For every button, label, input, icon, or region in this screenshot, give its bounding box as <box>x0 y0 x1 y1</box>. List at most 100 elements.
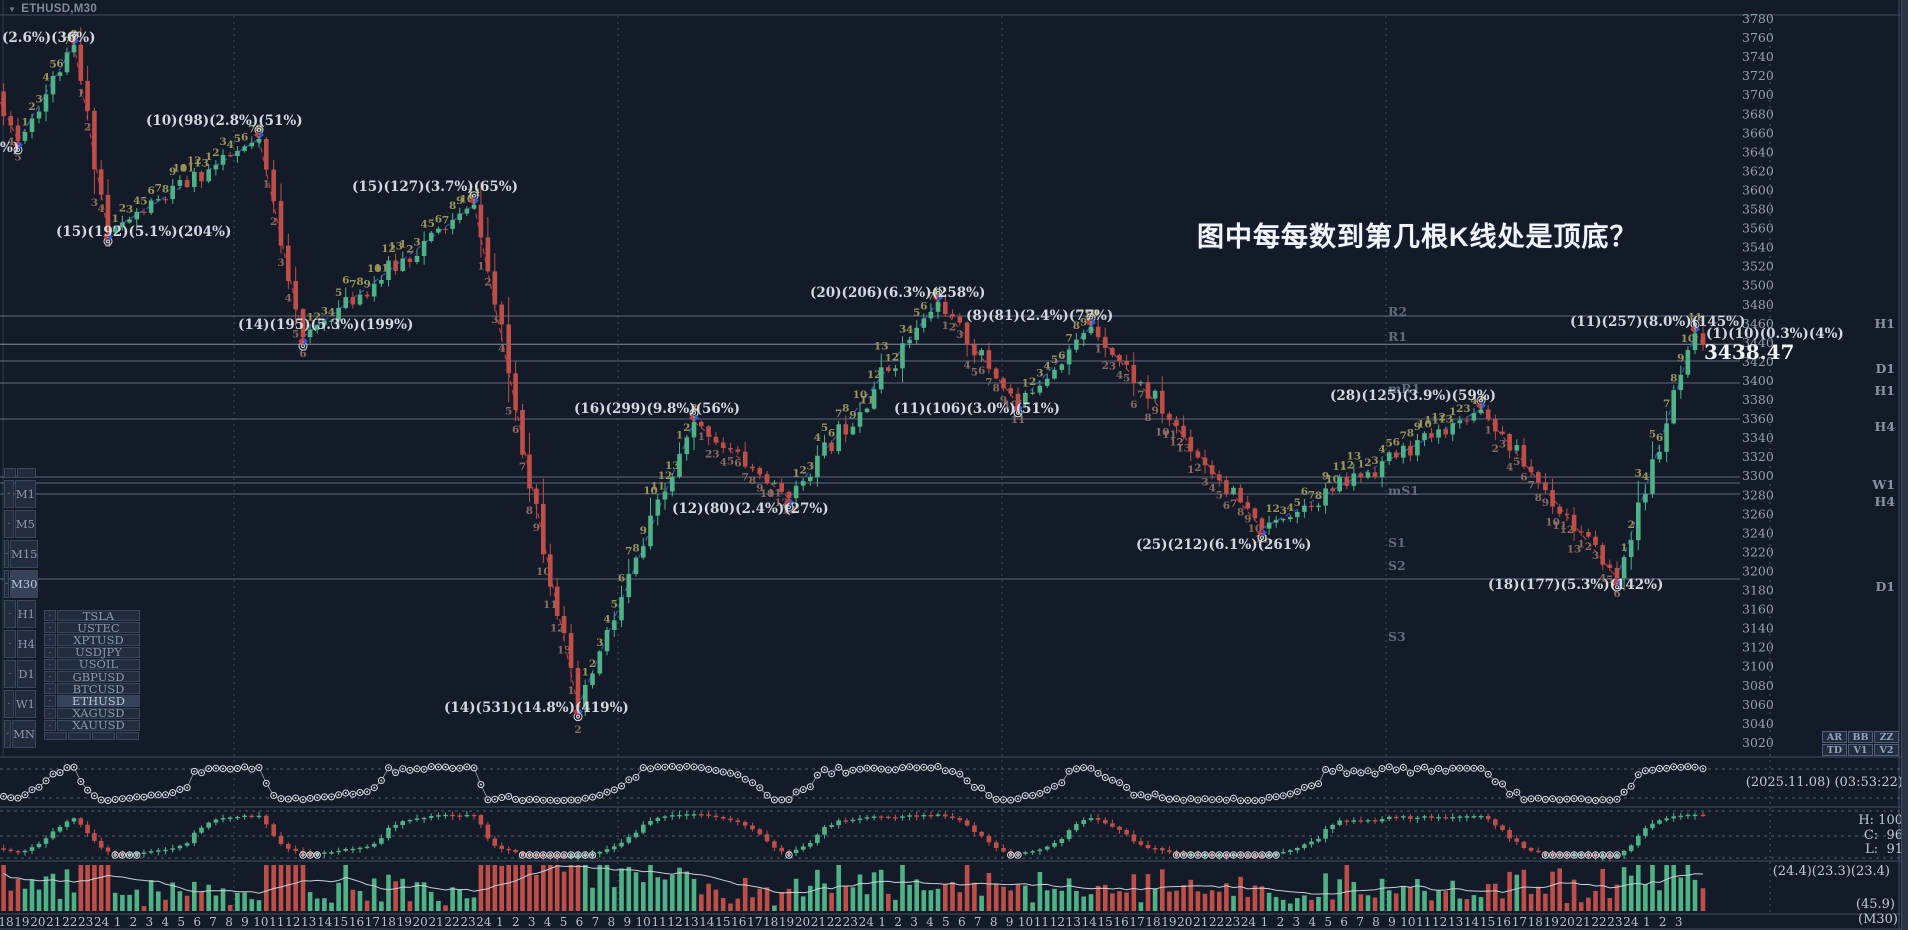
symbol-button-XAUUSD[interactable]: XAUUSD <box>57 718 140 732</box>
oscillator-dot <box>45 779 47 782</box>
symbol-minus-button[interactable]: - <box>44 622 56 634</box>
timeframe-minus-button[interactable]: - <box>4 630 16 658</box>
symbol-minus-button[interactable]: - <box>44 670 56 683</box>
symbol-minus-button[interactable]: - <box>44 610 56 622</box>
oscillator-dot <box>330 795 333 798</box>
overlay-button-AR[interactable]: AR <box>1822 731 1847 743</box>
symbol-button-TSLA[interactable]: TSLA <box>57 609 140 623</box>
timeframe-minus-button[interactable]: - <box>4 690 14 718</box>
symbol-button-XAGUSD[interactable]: XAGUSD <box>57 706 140 720</box>
symbol-footer-cell[interactable] <box>116 731 139 740</box>
candle <box>1464 420 1470 422</box>
candle <box>1685 350 1691 375</box>
volume-bar <box>850 887 856 911</box>
symbol-button-USTEC[interactable]: USTEC <box>57 621 140 635</box>
scrollbar[interactable] <box>1901 0 1908 930</box>
timeframe-button-M15[interactable]: M15 <box>10 540 39 568</box>
oscillator-dot <box>873 767 876 770</box>
symbol-button-GBPUSD[interactable]: GBPUSD <box>57 670 140 684</box>
symbol-button-USOIL[interactable]: USOIL <box>57 657 140 671</box>
volume-bar <box>757 888 763 911</box>
symbol-minus-button[interactable]: - <box>44 658 56 670</box>
symbol-button-BTCUSD[interactable]: BTCUSD <box>57 682 140 696</box>
volume-bar <box>1209 890 1215 911</box>
symbol-footer-cell[interactable] <box>92 731 115 740</box>
timeframe-minus-button[interactable]: - <box>4 600 16 628</box>
candle <box>979 350 984 356</box>
volume-bar <box>421 882 427 911</box>
volume-bar <box>156 891 161 911</box>
bar-count: 8 <box>1535 492 1542 504</box>
time-tick: 19 <box>1161 915 1176 929</box>
oscillator-dot <box>1125 786 1128 789</box>
chevron-down-icon[interactable]: ▼ <box>8 5 17 14</box>
volume-bar <box>235 892 240 911</box>
symbol-minus-button[interactable]: - <box>44 719 56 731</box>
volume-bar <box>979 895 984 911</box>
bar-count: 7 <box>741 472 748 484</box>
oscillator-dot <box>1046 788 1049 791</box>
swing-flag-icon <box>1612 578 1617 587</box>
symbol-footer-cell[interactable] <box>68 731 91 740</box>
symbol-minus-button[interactable]: - <box>44 707 56 719</box>
symbol-minus-button[interactable]: - <box>44 646 56 658</box>
candle <box>677 454 682 477</box>
overlay-button-V1[interactable]: V1 <box>1848 744 1873 756</box>
timeframe-minus-button[interactable]: - <box>4 540 10 568</box>
range-candle <box>227 817 233 819</box>
range-low-circle <box>553 851 561 859</box>
symbol-minus-button[interactable]: - <box>44 695 56 707</box>
bar-count: 9 <box>1542 497 1549 509</box>
symbol-footer-cell[interactable] <box>44 731 67 740</box>
bar-count: 8 <box>749 475 756 487</box>
range-candle <box>428 816 434 818</box>
symbol-button-XPTUSD[interactable]: XPTUSD <box>57 633 140 647</box>
range-candle <box>772 841 777 848</box>
oscillator-dot <box>1017 797 1019 800</box>
symbol-minus-button[interactable]: - <box>44 683 56 695</box>
timeframe-button-H1[interactable]: H1 <box>16 600 36 628</box>
overlay-button-BB[interactable]: BB <box>1848 731 1873 743</box>
range-candle <box>993 842 999 848</box>
overlay-button-V2[interactable]: V2 <box>1874 744 1899 756</box>
candle <box>1401 445 1406 458</box>
timeframe-minus-button[interactable]: - <box>4 510 14 538</box>
bar-count: 4 <box>1378 443 1385 455</box>
range-low-circle <box>1543 853 1548 857</box>
symbol-button-ETHUSD[interactable]: ETHUSD <box>57 694 140 708</box>
timeframe-button-MN[interactable]: MN <box>12 720 36 748</box>
oscillator-dot <box>1253 799 1256 802</box>
time-tick: 15 <box>1098 915 1113 929</box>
oscillator-dot <box>1472 767 1475 770</box>
candle <box>757 468 763 475</box>
timeframe-button-W1[interactable]: W1 <box>14 690 36 718</box>
oscillator-dot <box>265 782 268 785</box>
volume-bar <box>213 895 219 911</box>
candle <box>1202 457 1208 466</box>
time-tick: 24 <box>476 915 492 929</box>
timeframe-minus-button[interactable]: - <box>4 660 16 688</box>
range-low-circle <box>1251 851 1259 859</box>
overlay-button-TD[interactable]: TD <box>1822 744 1847 756</box>
timeframe-button-H4[interactable]: H4 <box>16 630 36 658</box>
bar-count: 3 <box>219 136 226 148</box>
timeframe-button-M5[interactable]: M5 <box>14 510 36 538</box>
overlay-button-ZZ[interactable]: ZZ <box>1874 731 1899 743</box>
timeframe-minus-button[interactable]: - <box>4 570 10 598</box>
time-tick: 7 <box>592 915 600 929</box>
timeframe-button-M1[interactable]: M1 <box>14 480 36 508</box>
price-tick: 3680 <box>1742 106 1774 121</box>
timeframe-button-D1[interactable]: D1 <box>17 660 36 688</box>
volume-bar <box>822 883 827 911</box>
oscillator-dot <box>437 766 440 768</box>
symbol-button-USDJPY[interactable]: USDJPY <box>57 645 140 659</box>
range-candle <box>662 816 668 818</box>
timeframe-button-M30[interactable]: M30 <box>10 570 39 598</box>
bar-count: 10 <box>536 566 551 578</box>
timeframe-minus-button[interactable]: - <box>4 480 14 508</box>
symbol-minus-button[interactable]: - <box>44 634 56 646</box>
timeframe-minus-button[interactable]: - <box>4 720 12 748</box>
candle <box>554 586 560 616</box>
oscillator-dot <box>344 792 347 794</box>
